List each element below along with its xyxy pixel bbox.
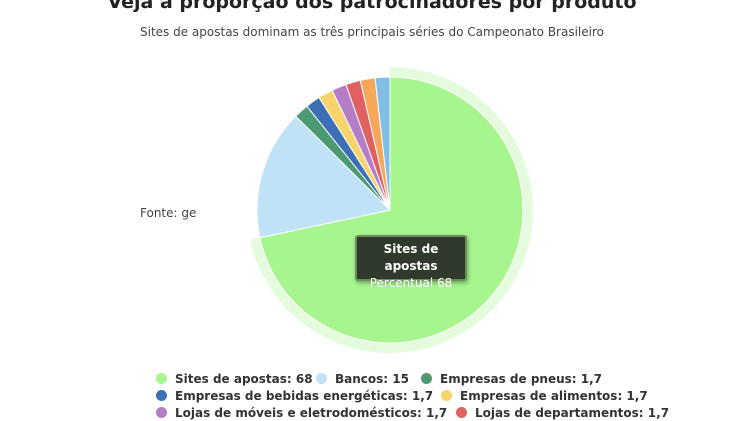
legend-label: Bancos: 15 [335,371,409,386]
legend-item-empresas-de-pneus[interactable]: Empresas de pneus: 1,7 [421,371,603,386]
tooltip-title: Sites de apostas [383,242,439,273]
legend-label: Sites de apostas: 68 [175,371,313,386]
source-credit: Fonte: ge [140,206,197,220]
legend-dot [156,407,167,418]
legend-item-empresas-de-bebidas-energeticas[interactable]: Empresas de bebidas energéticas: 1,7 [156,389,441,403]
legend-item-lojas-de-moveis-e-eletrodomesticos[interactable]: Lojas de móveis e eletrodomésticos: 1,7 [156,406,456,420]
pie-slice-slice-9[interactable] [374,76,391,211]
chart-subtitle: Sites de apostas dominam as três princip… [140,25,604,39]
legend-dot [456,407,467,418]
tooltip: Sites de apostas Percentual 68 [355,235,467,290]
legend-row: Lojas de móveis e eletrodomésticos: 1,7 … [156,404,676,421]
chart-title: Veja a proporção dos patrocinadores por … [107,0,637,13]
legend-dot [156,390,167,401]
legend-item-sites-de-apostas[interactable]: Sites de apostas: 68 [156,372,316,386]
legend: Sites de apostas: 68 Bancos: 15 Empresas… [156,370,676,421]
legend-dot [421,373,432,384]
legend-label: Empresas de alimentos: 1,7 [460,388,648,403]
legend-label: Empresas de bebidas energéticas: 1,7 [175,388,434,403]
legend-label: Empresas de pneus: 1,7 [440,371,603,386]
legend-row: Sites de apostas: 68 Bancos: 15 Empresas… [156,370,676,387]
legend-label: Lojas de departamentos: 1,7 [475,405,670,420]
legend-dot [441,390,452,401]
legend-item-lojas-de-departamentos[interactable]: Lojas de departamentos: 1,7 [456,406,669,420]
legend-item-empresas-de-alimentos[interactable]: Empresas de alimentos: 1,7 [441,389,648,403]
pie-slice-bancos[interactable] [256,115,392,239]
tooltip-value: Percentual 68 [369,276,453,290]
legend-dot [316,373,327,384]
legend-item-bancos[interactable]: Bancos: 15 [316,372,421,386]
legend-dot [156,373,167,384]
legend-label: Lojas de móveis e eletrodomésticos: 1,7 [175,405,448,420]
legend-row: Empresas de bebidas energéticas: 1,7 Emp… [156,387,676,404]
